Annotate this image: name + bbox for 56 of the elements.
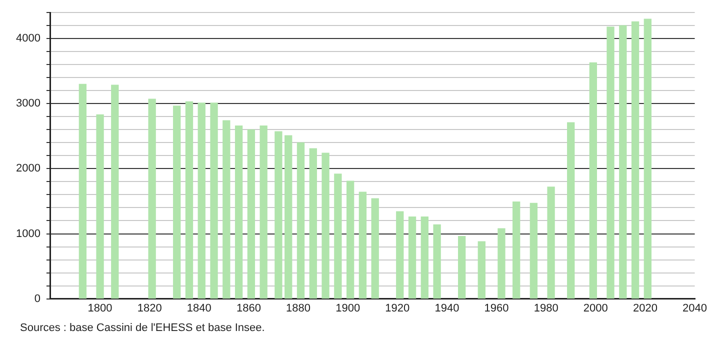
x-tick-label: 1820 <box>137 302 162 314</box>
bar <box>547 186 555 299</box>
x-tick-label: 1840 <box>186 302 212 314</box>
bar <box>358 192 367 299</box>
x-tick-label: 1880 <box>286 302 311 314</box>
bar <box>148 98 156 299</box>
bar <box>478 241 486 299</box>
y-tick-label: 4000 <box>16 32 40 45</box>
bar <box>274 131 282 299</box>
bar <box>530 202 538 299</box>
bar <box>631 21 640 299</box>
x-tick-label: 1800 <box>88 302 112 314</box>
bar <box>420 216 428 299</box>
bar <box>78 84 87 299</box>
bar <box>644 18 652 299</box>
bar <box>111 84 119 299</box>
bar <box>589 62 597 299</box>
x-tick-label: 1980 <box>534 302 558 314</box>
bar <box>498 228 506 299</box>
x-tick-label: 1900 <box>336 302 360 314</box>
bar <box>173 106 181 299</box>
bar <box>322 152 330 299</box>
x-tick-label: 2020 <box>632 302 658 314</box>
x-tick-label: 1960 <box>484 302 509 314</box>
bar <box>185 101 194 299</box>
bar <box>433 224 441 299</box>
bar <box>210 102 218 299</box>
bar <box>96 114 104 299</box>
bar <box>408 216 416 299</box>
x-tick-label: 1920 <box>385 302 410 314</box>
y-tick-label: 3000 <box>16 98 40 110</box>
x-tick-label: 2000 <box>583 302 608 314</box>
source-note: Sources : base Cassini de l'EHESS et base Insee. <box>20 322 265 334</box>
bar <box>619 25 627 299</box>
bar <box>260 125 268 299</box>
x-tick-label: 1940 <box>434 302 460 314</box>
bar <box>458 236 466 299</box>
bar <box>567 122 575 299</box>
bar <box>222 120 230 299</box>
bar <box>606 26 614 299</box>
y-tick-label: 2000 <box>16 162 40 175</box>
y-tick-label: 1000 <box>16 228 40 240</box>
y-tick-label: 0 <box>34 292 40 305</box>
bar <box>198 102 206 299</box>
bar <box>512 202 520 299</box>
bar <box>309 148 317 299</box>
bar <box>234 125 243 299</box>
bar <box>247 129 256 299</box>
bar <box>371 198 379 299</box>
bar <box>346 180 354 299</box>
bar <box>334 174 342 299</box>
x-tick-label: 1860 <box>236 302 261 314</box>
bar <box>284 135 292 299</box>
bar <box>396 211 404 299</box>
bar <box>296 142 305 299</box>
x-tick-label: 2040 <box>682 302 708 314</box>
